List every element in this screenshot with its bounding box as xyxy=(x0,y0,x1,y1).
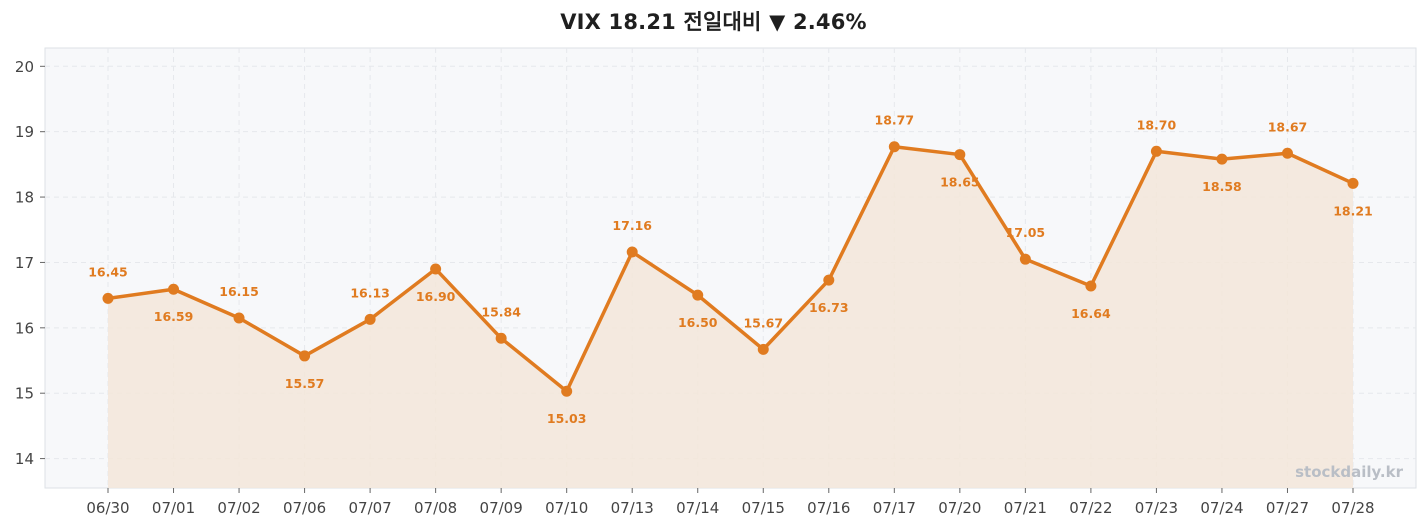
data-point xyxy=(626,246,638,258)
x-tick-label: 07/08 xyxy=(414,499,457,517)
x-tick-label: 07/01 xyxy=(152,499,195,517)
x-tick-label: 06/30 xyxy=(86,499,129,517)
data-label: 18.70 xyxy=(1137,117,1177,132)
data-point xyxy=(823,274,835,286)
y-tick-label: 18 xyxy=(15,189,34,207)
x-tick-label: 07/28 xyxy=(1331,499,1374,517)
series-line-layer xyxy=(106,144,1355,393)
data-point xyxy=(168,283,180,295)
data-label: 18.21 xyxy=(1333,203,1373,218)
y-tick-label: 14 xyxy=(15,450,34,468)
y-tick-label: 17 xyxy=(15,254,34,272)
data-point xyxy=(1085,280,1097,292)
y-axis-ticks: 14 15 16 17 18 19 20 xyxy=(15,58,45,468)
x-tick-label: 07/02 xyxy=(217,499,260,517)
data-label: 15.84 xyxy=(481,304,521,319)
y-tick-label: 16 xyxy=(15,319,34,337)
data-label: 16.15 xyxy=(219,284,259,299)
x-tick-label: 07/23 xyxy=(1135,499,1178,517)
data-label: 18.65 xyxy=(940,175,980,190)
area-fill xyxy=(108,146,1353,488)
x-tick-label: 07/06 xyxy=(283,499,326,517)
x-tick-label: 07/14 xyxy=(676,499,719,517)
data-point xyxy=(233,312,245,324)
data-point xyxy=(1216,153,1228,165)
y-tick-label: 15 xyxy=(15,385,34,403)
data-points xyxy=(102,141,1359,397)
data-label: 16.13 xyxy=(350,285,390,300)
data-label: 16.73 xyxy=(809,300,849,315)
data-point xyxy=(692,289,704,301)
data-point xyxy=(299,350,311,362)
x-tick-label: 07/13 xyxy=(611,499,654,517)
data-label: 16.90 xyxy=(416,289,456,304)
x-tick-label: 07/21 xyxy=(1004,499,1047,517)
data-label: 18.67 xyxy=(1268,119,1308,134)
x-tick-label: 07/07 xyxy=(348,499,391,517)
data-label: 18.58 xyxy=(1202,179,1242,194)
data-point xyxy=(1281,147,1293,159)
data-point xyxy=(364,313,376,325)
data-point xyxy=(757,343,769,355)
x-tick-label: 07/09 xyxy=(480,499,523,517)
data-point xyxy=(430,263,442,275)
series-line xyxy=(106,144,1355,393)
data-label: 17.05 xyxy=(1006,225,1046,240)
x-tick-label: 07/22 xyxy=(1069,499,1112,517)
x-tick-label: 07/15 xyxy=(742,499,785,517)
data-label: 16.59 xyxy=(154,309,194,324)
chart-title: VIX 18.21 전일대비 ▼ 2.46% xyxy=(560,10,867,34)
area-fill-layer xyxy=(108,146,1353,488)
data-label: 15.67 xyxy=(743,315,783,330)
x-axis-ticks: 06/30 07/01 07/02 07/06 07/07 07/08 07/09 07/10… xyxy=(86,488,1375,517)
x-tick-label: 07/16 xyxy=(807,499,850,517)
y-tick-label: 19 xyxy=(15,123,34,141)
data-point xyxy=(954,149,966,161)
data-label: 16.50 xyxy=(678,315,718,330)
data-label: 16.64 xyxy=(1071,306,1111,321)
watermark: stockdaily.kr xyxy=(1295,463,1403,481)
data-point xyxy=(1019,253,1031,265)
data-labels: 16.45 16.59 16.15 15.57 16.13 16.90 15.84 15.03… xyxy=(88,113,1373,427)
x-tick-label: 07/27 xyxy=(1266,499,1309,517)
x-tick-label: 07/20 xyxy=(938,499,981,517)
x-tick-label: 07/24 xyxy=(1200,499,1243,517)
x-tick-label: 07/10 xyxy=(545,499,588,517)
x-tick-label: 07/17 xyxy=(873,499,916,517)
data-point xyxy=(495,332,507,344)
data-point xyxy=(1150,145,1162,157)
data-label: 17.16 xyxy=(612,218,652,233)
data-label: 15.57 xyxy=(285,376,325,391)
data-point xyxy=(561,385,573,397)
data-point xyxy=(1347,177,1359,189)
data-point xyxy=(102,292,114,304)
data-label: 18.77 xyxy=(875,113,915,128)
data-label: 15.03 xyxy=(547,411,587,426)
y-tick-label: 20 xyxy=(15,58,34,76)
data-label: 16.45 xyxy=(88,264,128,279)
data-point xyxy=(888,141,900,153)
